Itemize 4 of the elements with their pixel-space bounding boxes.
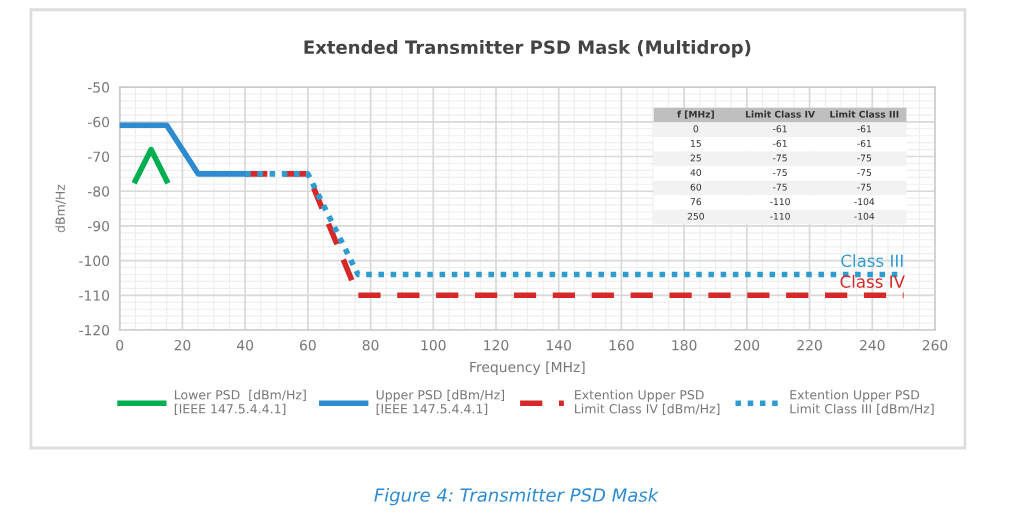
- chart-title: Extended Transmitter PSD Mask (Multidrop): [304, 40, 751, 58]
- annotation: Class III: [841, 254, 903, 268]
- annotation: Class IV: [840, 275, 905, 288]
- caption: Figure 4: Transmitter PSD Mask: [374, 487, 659, 506]
